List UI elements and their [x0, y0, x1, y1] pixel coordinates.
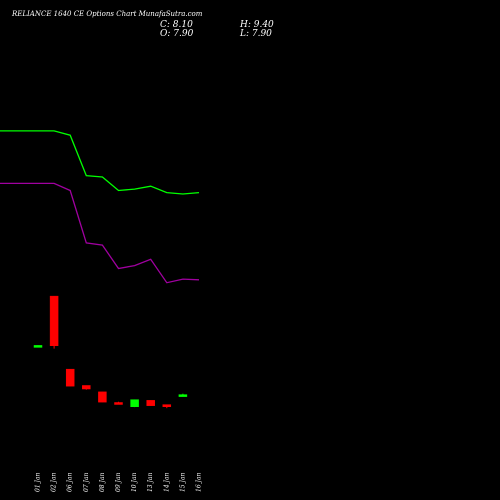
x-tick-label: 08 Jan	[99, 472, 106, 492]
candles	[33, 295, 188, 409]
candle-body	[162, 404, 172, 407]
x-tick-label: 01 Jan	[35, 472, 42, 492]
candle-body	[65, 368, 75, 387]
close-value: C: 8.10	[160, 20, 193, 30]
candle-body	[49, 295, 59, 347]
x-tick-label: 06 Jan	[67, 472, 74, 492]
candle-body	[114, 402, 123, 405]
x-tick-label: 16 Jan	[196, 472, 203, 492]
x-tick-label: 07 Jan	[83, 472, 90, 492]
candle-body	[130, 399, 139, 407]
open-value: O: 7.90	[160, 29, 194, 39]
high-value: H: 9.40	[240, 20, 274, 30]
x-tick-label: 09 Jan	[115, 472, 122, 492]
x-tick-label: 15 Jan	[179, 472, 186, 492]
candle-body	[146, 400, 155, 406]
upper-band-line	[0, 130, 200, 195]
x-tick-label: 14 Jan	[163, 472, 170, 492]
chart-title: RELIANCE 1640 CE Options Chart MunafaSut…	[12, 10, 203, 18]
candle-body	[33, 345, 43, 348]
candle-body	[178, 394, 188, 397]
x-tick-label: 02 Jan	[51, 472, 58, 492]
x-tick-label: 10 Jan	[131, 472, 138, 492]
band-lines	[0, 130, 200, 284]
candle-body	[82, 385, 91, 390]
low-value: L: 7.90	[240, 29, 272, 39]
x-tick-label: 13 Jan	[147, 472, 154, 492]
candle-body	[98, 391, 107, 403]
lower-band-line	[0, 182, 200, 284]
x-axis: 01 Jan 02 Jan 06 Jan 07 Jan 08 Jan 09 Jan 10 J…	[35, 472, 203, 492]
